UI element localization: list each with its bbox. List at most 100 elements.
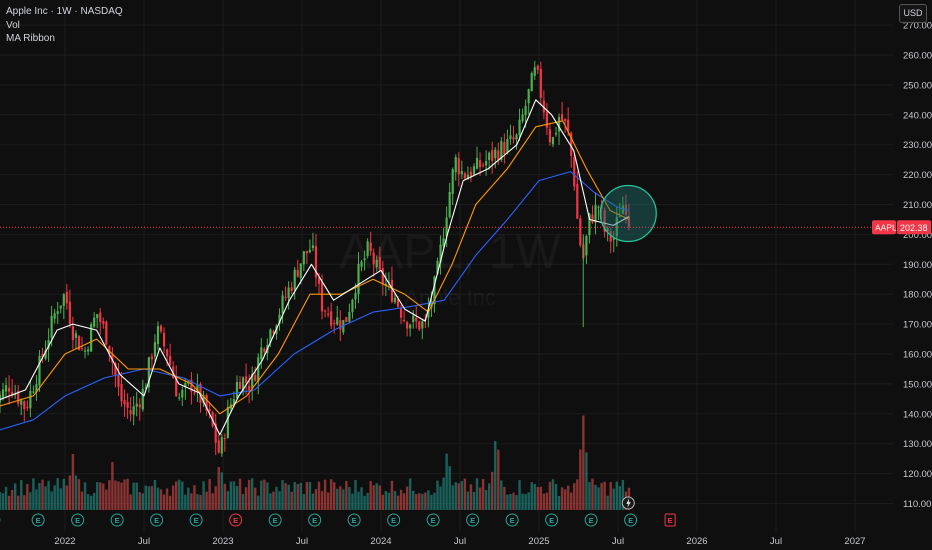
volume-bar	[524, 494, 527, 510]
volume-bar	[44, 486, 47, 510]
volume-bar	[487, 483, 491, 510]
candle-body	[281, 295, 284, 314]
volume-bar	[23, 495, 26, 510]
volume-bar	[354, 479, 357, 510]
price-axis[interactable]: 110.00 120.00 130.00 140.00 150.00 160.00 170.…	[893, 0, 932, 550]
volume-bar	[333, 482, 336, 510]
price-tick-label: 250.00	[903, 80, 932, 91]
price-tick-label: 140.00	[903, 409, 932, 420]
earnings-event[interactable]: E	[71, 513, 85, 527]
volume-bar	[351, 493, 354, 510]
volume-bar	[463, 478, 467, 510]
volume-bar	[47, 480, 50, 510]
earnings-event[interactable]: E	[584, 513, 598, 527]
volume-bar	[478, 487, 482, 510]
volume-bar	[329, 479, 333, 510]
legend-volume[interactable]: Vol	[6, 19, 20, 31]
volume-bar	[408, 478, 412, 510]
volume-bar	[196, 494, 199, 510]
earnings-event-upcoming[interactable]: E	[664, 513, 676, 527]
price-tick-label: 160.00	[903, 350, 932, 361]
candle-body	[524, 105, 527, 116]
volume-bar	[92, 492, 96, 510]
earnings-icon	[268, 513, 282, 527]
time-axis[interactable]: 2022 Jul 2023 Jul 2024 Jul 2025 Jul 2026 Jul 2027	[0, 532, 932, 550]
candle-body	[68, 301, 71, 325]
candle-body	[621, 205, 624, 214]
volume-bar	[162, 494, 166, 510]
candle-body	[47, 339, 50, 349]
watermark-symbol: AAPL, 1W	[339, 226, 561, 279]
earnings-event[interactable]: E	[150, 513, 164, 527]
earnings-label: E	[549, 516, 554, 525]
earnings-icon	[545, 513, 559, 527]
volume-bar	[217, 466, 220, 510]
candle-body	[41, 353, 44, 358]
volume-bar	[342, 489, 345, 510]
volume-bar	[469, 484, 473, 510]
legend-title[interactable]: Apple Inc · 1W · NASDAQ	[6, 6, 123, 17]
volume-bar	[181, 481, 184, 510]
candle-body	[56, 311, 59, 314]
candle-body	[618, 216, 621, 218]
price-tick-label: 240.00	[903, 110, 932, 121]
volume-bar	[168, 495, 172, 510]
volume-bar	[536, 487, 539, 510]
earnings-event[interactable]: E	[624, 513, 638, 527]
volume-bar	[108, 480, 111, 510]
volume-bar	[32, 478, 35, 510]
currency-button[interactable]: USD	[899, 4, 927, 23]
earnings-event[interactable]: E	[505, 513, 519, 527]
candle-body	[606, 228, 609, 232]
volume-bar	[4, 486, 8, 510]
earnings-event[interactable]: E	[347, 513, 361, 527]
candle-body	[175, 376, 178, 397]
earnings-event[interactable]: E	[229, 513, 243, 527]
candle-body	[433, 276, 436, 305]
earnings-event[interactable]: E	[31, 513, 45, 527]
volume-bar	[557, 495, 561, 510]
candle-body	[299, 263, 302, 278]
earnings-event[interactable]: E	[387, 513, 401, 527]
candle-body	[503, 142, 506, 155]
volume-bar	[421, 493, 424, 510]
volume-bar	[454, 482, 457, 510]
candle-body	[7, 387, 11, 392]
earnings-event[interactable]: E	[426, 513, 440, 527]
earnings-event[interactable]: E	[268, 513, 282, 527]
volume-bar	[171, 485, 175, 510]
candle-body	[317, 277, 321, 284]
candle-body	[178, 397, 181, 399]
earnings-upcoming-label: E	[668, 516, 673, 525]
volume-bar	[226, 491, 230, 510]
volume-bar	[363, 495, 366, 510]
candle-body	[412, 315, 415, 322]
volume-bar	[123, 479, 126, 510]
candle-body	[545, 112, 548, 128]
volume-bar	[53, 485, 56, 510]
volume-bar	[579, 449, 582, 510]
candle-body	[579, 218, 582, 246]
earnings-event[interactable]: E	[545, 513, 559, 527]
volume-bar	[491, 471, 494, 510]
volume-bar	[460, 481, 464, 510]
lightning-icon[interactable]	[621, 496, 635, 510]
volume-bar	[235, 485, 239, 510]
legend-ma-ribbon[interactable]: MA Ribbon	[6, 33, 55, 44]
volume-bar	[26, 483, 29, 510]
earnings-event[interactable]: E	[466, 513, 480, 527]
candle-body	[369, 242, 372, 252]
earnings-event[interactable]: E	[110, 513, 124, 527]
earnings-events[interactable]: EEEEEEEEEEEEEEEEEE	[0, 496, 676, 527]
candle-body	[220, 437, 223, 454]
volume-bar	[542, 493, 546, 510]
candle-body	[451, 169, 454, 195]
earnings-label: E	[75, 516, 80, 525]
earnings-label: E	[352, 516, 357, 525]
candle-body	[269, 329, 272, 343]
earnings-event[interactable]: E	[189, 513, 203, 527]
candle-body	[4, 385, 8, 392]
volume-bar	[144, 485, 148, 510]
earnings-event[interactable]: E	[308, 513, 322, 527]
